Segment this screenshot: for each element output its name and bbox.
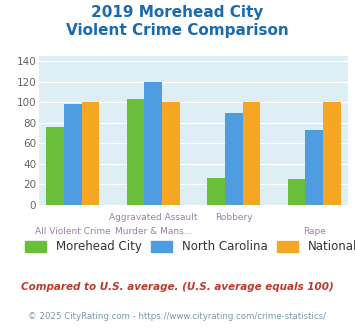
Text: Violent Crime Comparison: Violent Crime Comparison [66, 23, 289, 38]
Text: Aggravated Assault: Aggravated Assault [109, 213, 197, 222]
Bar [162, 102, 180, 205]
Bar [242, 102, 260, 205]
Text: Murder & Mans...: Murder & Mans... [115, 227, 192, 236]
Bar [323, 102, 341, 205]
Text: All Violent Crime: All Violent Crime [35, 227, 111, 236]
Bar [127, 99, 144, 205]
Text: Compared to U.S. average. (U.S. average equals 100): Compared to U.S. average. (U.S. average … [21, 282, 334, 292]
Bar [225, 114, 242, 205]
Text: 2019 Morehead City: 2019 Morehead City [91, 5, 264, 20]
Bar [64, 104, 82, 205]
Bar [144, 82, 162, 205]
Legend: Morehead City, North Carolina, National: Morehead City, North Carolina, National [20, 236, 355, 258]
Bar [305, 130, 323, 205]
Text: © 2025 CityRating.com - https://www.cityrating.com/crime-statistics/: © 2025 CityRating.com - https://www.city… [28, 312, 327, 321]
Bar [207, 178, 225, 205]
Bar [82, 102, 99, 205]
Bar [46, 127, 64, 205]
Bar [288, 179, 305, 205]
Text: Rape: Rape [303, 227, 326, 236]
Text: Robbery: Robbery [215, 213, 252, 222]
